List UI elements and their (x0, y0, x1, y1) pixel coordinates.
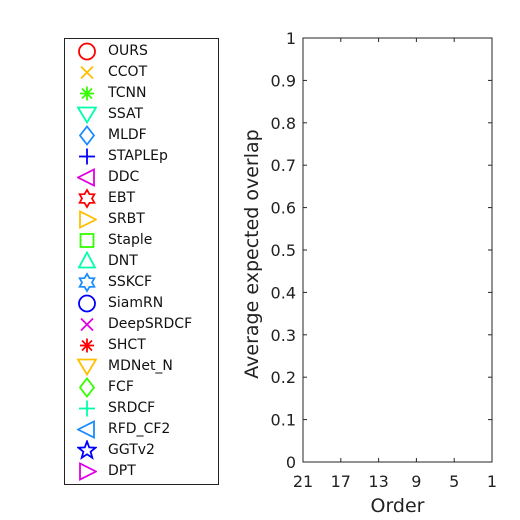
legend-marker-triangle-left-icon (77, 168, 95, 187)
legend-label: SSKCF (108, 274, 153, 290)
plot-area (302, 37, 493, 463)
legend-item: FCF (65, 377, 218, 398)
legend-label: RFD_CF2 (108, 421, 171, 437)
legend-marker-triangle-left-icon (77, 420, 95, 439)
y-tick-label: 0.8 (271, 114, 296, 133)
legend-label: DNT (108, 253, 138, 269)
x-axis: 21 17 13 9 5 1 (293, 38, 497, 491)
legend-label: MLDF (108, 127, 147, 143)
legend-marker-circle-icon (78, 42, 96, 61)
legend-item: SiamRN (65, 293, 218, 314)
x-tick-label: 21 (293, 472, 313, 491)
legend-marker-square-icon (79, 233, 95, 248)
legend-label: DPT (108, 463, 136, 479)
plot-frame (302, 37, 493, 463)
legend-item: OURS (65, 41, 218, 62)
legend-label: SRBT (108, 211, 145, 227)
legend-marker-pentagram-icon (77, 440, 97, 460)
x-tick-label: 9 (411, 472, 421, 491)
legend-label: SSAT (108, 106, 144, 122)
legend-label: GGTv2 (108, 442, 155, 458)
y-tick-label: 0.2 (271, 368, 296, 387)
legend-marker-hexagram-icon (78, 188, 96, 209)
legend-marker-diamond-icon (78, 125, 96, 146)
legend-marker-diamond-icon (78, 377, 96, 398)
legend-label: FCF (108, 379, 134, 395)
x-tick-label: 17 (331, 472, 351, 491)
legend-label: MDNet_N (108, 358, 173, 374)
y-tick-label: 0.3 (271, 326, 296, 345)
x-axis-label: Order (371, 495, 425, 517)
legend-label: SiamRN (108, 295, 164, 311)
legend-item: EBT (65, 188, 218, 209)
legend-item: SSKCF (65, 272, 218, 293)
legend-marker-x-icon (80, 65, 94, 80)
legend-item: SSAT (65, 104, 218, 125)
legend-marker-circle-icon (78, 294, 96, 313)
y-axis: 0 0.1 0.2 0.3 0.4 0.5 0.6 0.7 0.8 0.9 1 (271, 29, 492, 472)
y-tick-label: 0 (286, 453, 296, 472)
y-tick-label: 1 (286, 29, 296, 48)
x-tick-label: 13 (368, 472, 388, 491)
legend-item: TCNN (65, 83, 218, 104)
legend-label: CCOT (108, 64, 148, 80)
legend-marker-triangle-down-icon (77, 106, 97, 125)
legend-marker-triangle-right-icon (79, 210, 97, 229)
legend-label: EBT (108, 190, 136, 206)
legend-marker-triangle-down-icon (77, 358, 97, 377)
legend-marker-triangle-up-icon (77, 251, 97, 269)
legend-item: MDNet_N (65, 356, 218, 377)
legend-item: Staple (65, 230, 218, 251)
legend-marker-asterisk-icon (80, 338, 94, 353)
y-tick-label: 0.1 (271, 411, 296, 430)
legend-label: STAPLEp (108, 148, 168, 164)
y-tick-label: 0.6 (271, 199, 296, 218)
legend-label: OURS (108, 43, 148, 59)
legend-item: GGTv2 (65, 440, 218, 461)
legend-marker-asterisk-icon (80, 86, 94, 101)
legend-label: SRDCF (108, 400, 156, 416)
legend-item: DeepSRDCF (65, 314, 218, 335)
y-tick-label: 0.9 (271, 71, 296, 90)
legend-label: SHCT (108, 337, 146, 353)
legend-item: MLDF (65, 125, 218, 146)
legend-item: STAPLEp (65, 146, 218, 167)
legend-marker-hexagram-icon (78, 272, 96, 293)
legend-label: DeepSRDCF (108, 316, 193, 332)
legend-item: SRBT (65, 209, 218, 230)
y-tick-label: 0.4 (271, 283, 296, 302)
legend-marker-plus-icon (79, 400, 95, 417)
x-tick-label: 1 (487, 472, 497, 491)
legend-item: RFD_CF2 (65, 419, 218, 440)
x-tick-label: 5 (449, 472, 459, 491)
legend: OURS CCOT TCNN SSAT MLDF STAPLEp DDC EBT SRBT Sta… (64, 38, 219, 485)
legend-item: DNT (65, 251, 218, 272)
legend-item: SHCT (65, 335, 218, 356)
legend-label: DDC (108, 169, 140, 185)
legend-item: SRDCF (65, 398, 218, 419)
legend-item: CCOT (65, 62, 218, 83)
y-axis-label: Average expected overlap (241, 129, 263, 378)
legend-item: DPT (65, 461, 218, 482)
legend-marker-plus-icon (79, 148, 95, 165)
y-tick-label: 0.5 (271, 241, 296, 260)
legend-label: TCNN (108, 85, 147, 101)
legend-marker-x-icon (80, 317, 94, 332)
y-tick-label: 0.7 (271, 156, 296, 175)
legend-label: Staple (108, 232, 153, 248)
legend-marker-triangle-right-icon (79, 462, 97, 481)
legend-item: DDC (65, 167, 218, 188)
